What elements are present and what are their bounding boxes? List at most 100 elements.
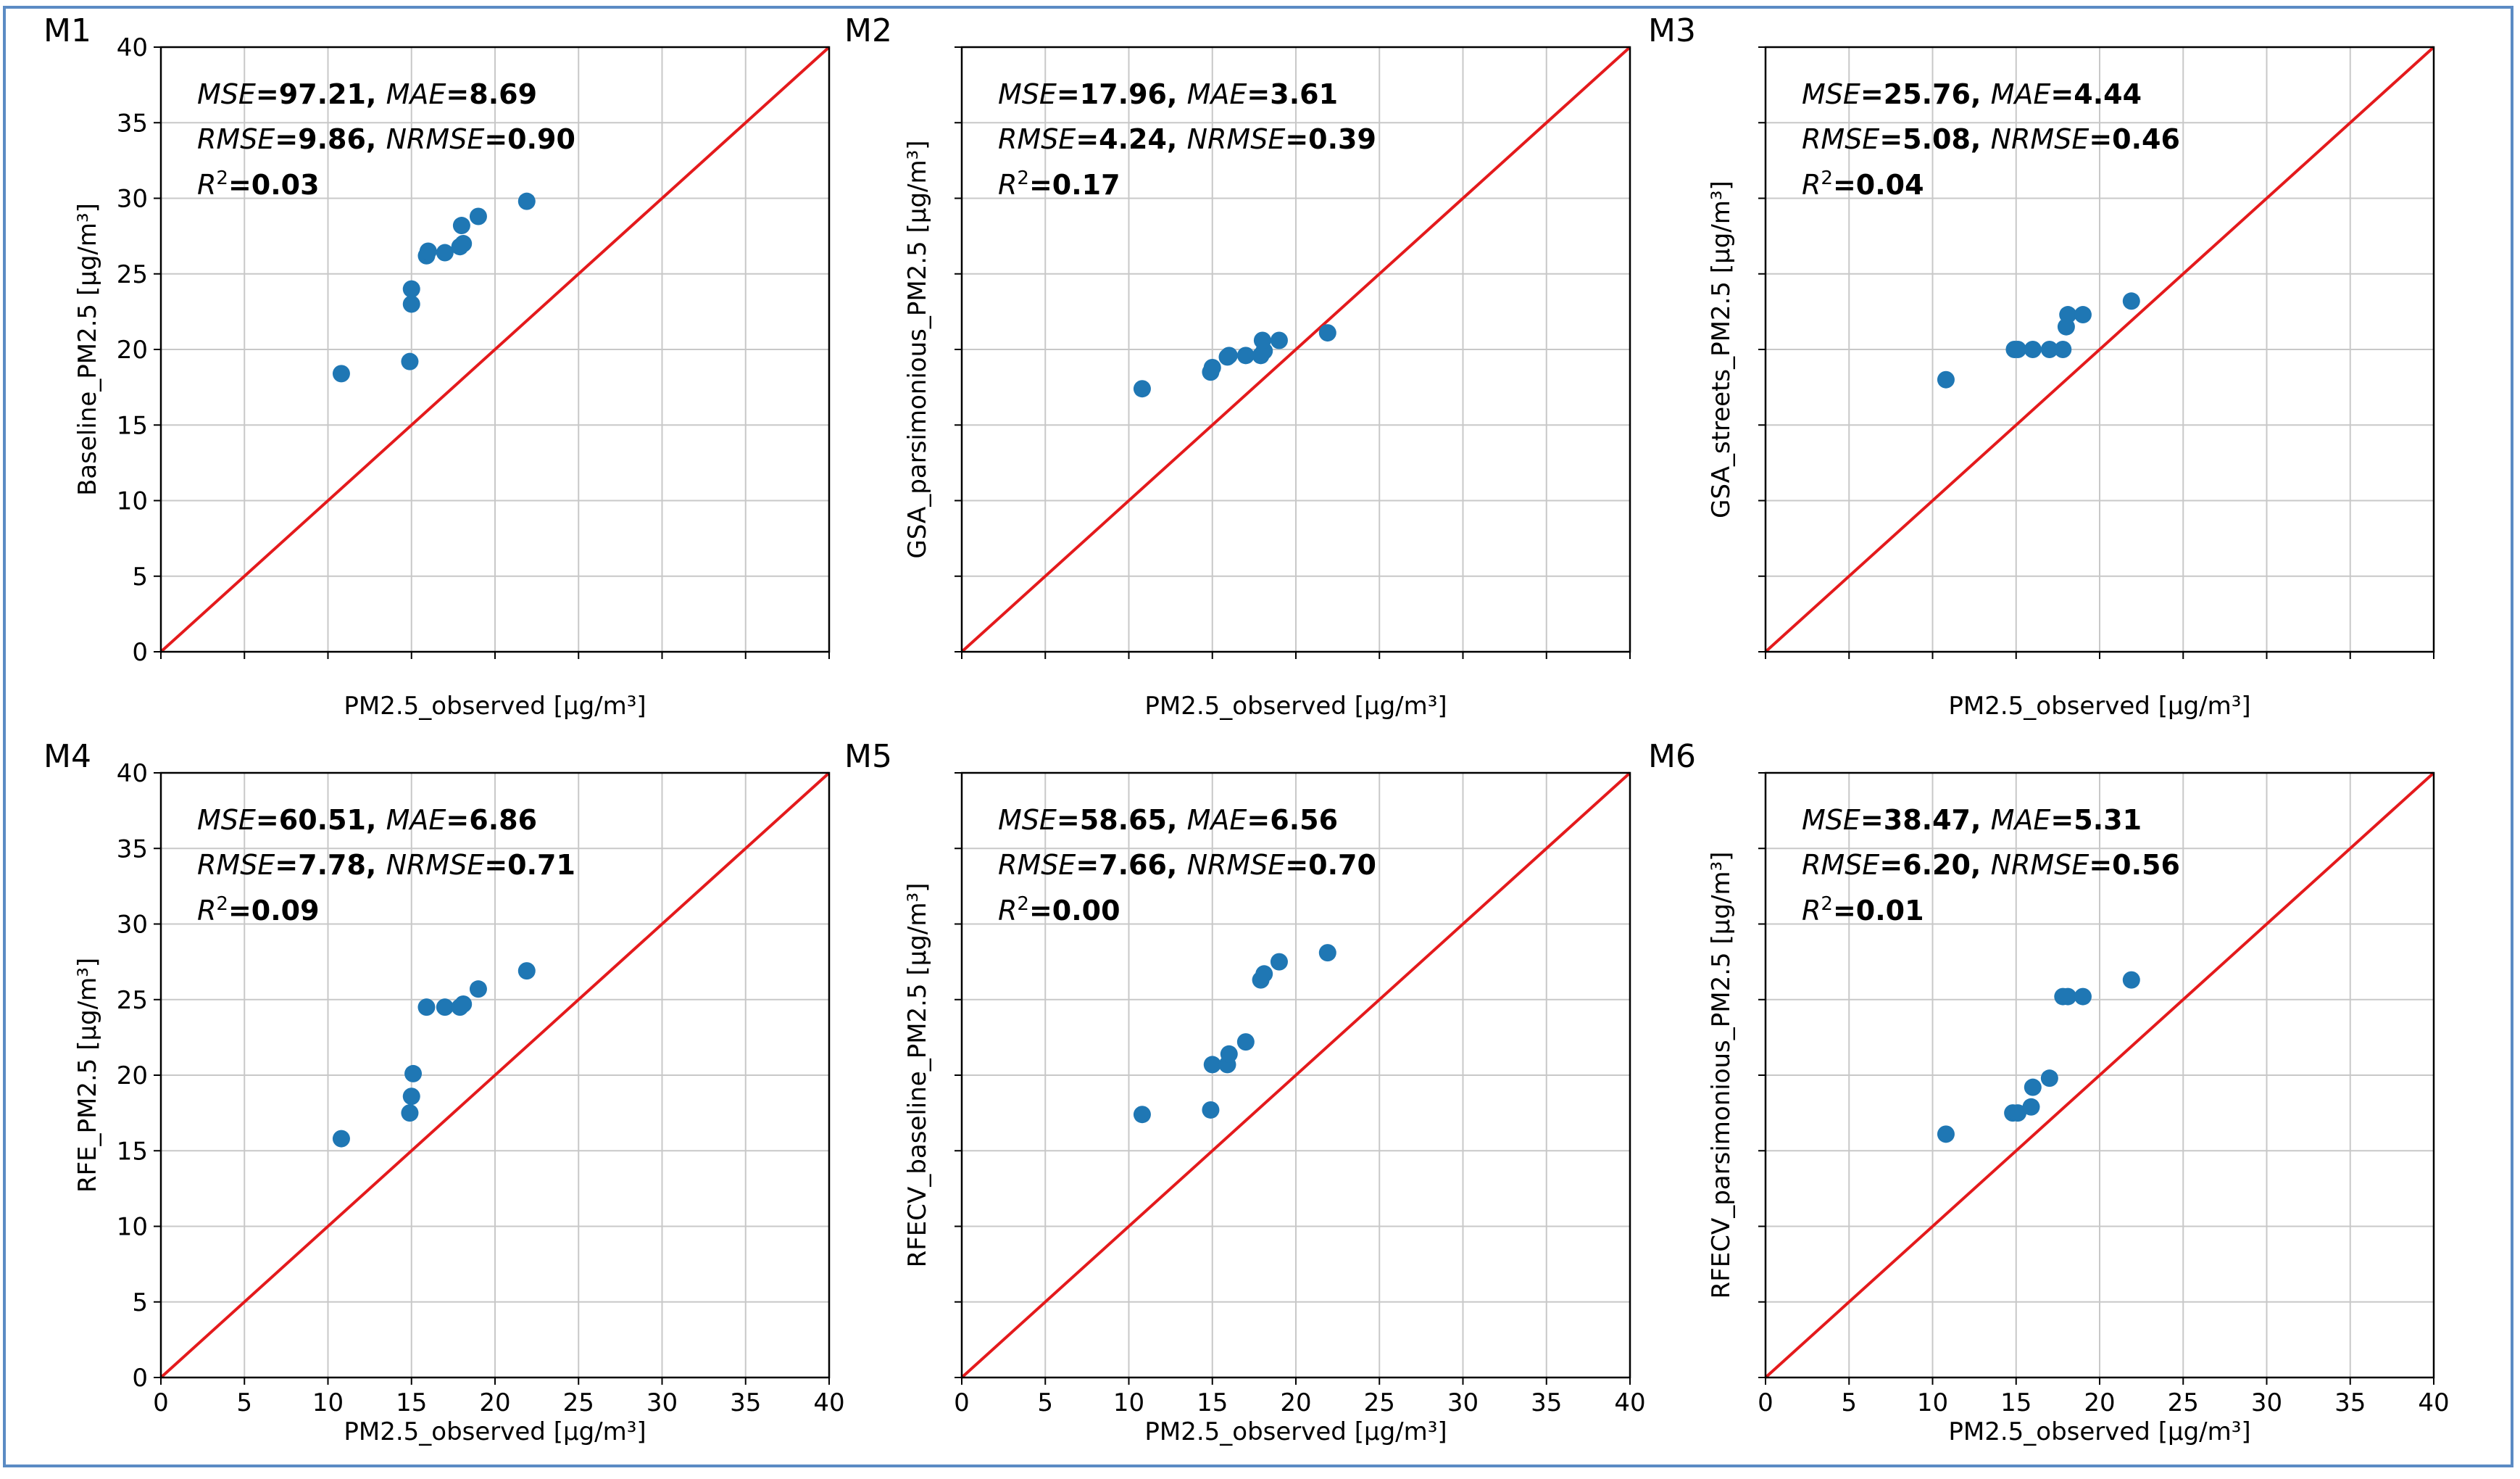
m4-data-point xyxy=(332,1130,350,1148)
m5-r2-superscript: 2 xyxy=(1017,893,1029,915)
m1-r2-name: R xyxy=(197,169,216,201)
m6-xtick-label: 0 xyxy=(1758,1388,1773,1417)
m1-data-point xyxy=(452,217,470,235)
m6-xtick-label: 10 xyxy=(1917,1388,1948,1417)
m5-identity-line xyxy=(960,771,1631,1379)
m6-data-point xyxy=(2022,1098,2040,1116)
m4-xtick-label: 35 xyxy=(730,1388,761,1417)
m2-rmse-value: =4.24, xyxy=(1076,123,1186,155)
m6-data-point xyxy=(2074,987,2092,1006)
m5-mse-name: MSE xyxy=(998,804,1057,836)
m2-x-axis-label: PM2.5_observed [µg/m³] xyxy=(1144,692,1447,721)
m1-panel-tag: M1 xyxy=(43,12,91,49)
m2-metric-line-1: MSE=17.96, MAE=3.61 xyxy=(998,78,1338,110)
m1-mse-value: =97.21, xyxy=(256,78,386,110)
m2-data-point xyxy=(1220,347,1238,365)
m4-data-point xyxy=(402,1088,420,1106)
m3-data-point xyxy=(2040,341,2058,358)
m4-mae-name: MAE xyxy=(386,804,446,836)
m1-metric-line-2: RMSE=9.86, NRMSE=0.90 xyxy=(197,123,575,155)
m4-xtick-label: 20 xyxy=(479,1388,510,1417)
m2-identity-line xyxy=(960,46,1631,653)
m4-ytick-label: 20 xyxy=(117,1061,148,1090)
m4-xtick-label: 5 xyxy=(236,1388,252,1417)
m1-nrmse-value: =0.90 xyxy=(484,123,575,155)
m6-mse-value: =38.47, xyxy=(1860,804,1991,836)
m4-xtick-label: 40 xyxy=(813,1388,844,1417)
m4-mae-value: =6.86 xyxy=(446,804,537,836)
m5-r2-value: =0.00 xyxy=(1029,895,1120,927)
m4-data-point xyxy=(401,1104,419,1122)
m6-xtick-label: 40 xyxy=(2418,1388,2449,1417)
m5-data-point xyxy=(1202,1101,1220,1119)
m2-mae-name: MAE xyxy=(1187,78,1247,110)
m1-ytick-label: 20 xyxy=(117,336,148,365)
m1-data-point xyxy=(402,280,420,298)
m3-data-point xyxy=(2074,306,2092,324)
m6-data-point xyxy=(2009,1104,2027,1122)
m3-data-point xyxy=(2059,306,2077,324)
m4-panel-tag: M4 xyxy=(43,738,91,775)
m1-data-point xyxy=(517,192,536,210)
m1-ytick-label: 10 xyxy=(117,487,148,516)
m1-mse-name: MSE xyxy=(197,78,256,110)
m6-mae-name: MAE xyxy=(1991,804,2051,836)
m2-data-point xyxy=(1318,324,1336,342)
m3-r2-value: =0.04 xyxy=(1833,169,1924,201)
m5-data-point xyxy=(1220,1045,1238,1063)
m4-xtick-label: 10 xyxy=(312,1388,344,1417)
m4-xtick-label: 25 xyxy=(563,1388,594,1417)
m3-metric-line-3: R2=0.04 xyxy=(1802,167,1924,201)
m5-metric-line-1: MSE=58.65, MAE=6.56 xyxy=(998,804,1338,836)
m4-data-point xyxy=(436,998,454,1016)
m2-data-point xyxy=(1133,380,1151,398)
m4-identity-line xyxy=(159,771,831,1379)
m6-xtick-label: 15 xyxy=(2000,1388,2032,1417)
m1-x-axis-label: PM2.5_observed [µg/m³] xyxy=(344,692,646,721)
m6-data-point xyxy=(2059,987,2077,1006)
m5-data-point xyxy=(1318,944,1336,962)
m3-rmse-value: =5.08, xyxy=(1879,123,1990,155)
m3-mae-value: =4.44 xyxy=(2050,78,2142,110)
m1-nrmse-name: NRMSE xyxy=(386,123,485,155)
m1-data-point xyxy=(436,244,454,262)
m5-metric-line-3: R2=0.00 xyxy=(998,893,1120,927)
m4-ytick-label: 30 xyxy=(117,911,148,940)
m2-data-point xyxy=(1203,359,1221,377)
m2-r2-superscript: 2 xyxy=(1017,167,1029,189)
m1-metric-line-1: MSE=97.21, MAE=8.69 xyxy=(197,78,537,110)
m5-nrmse-value: =0.70 xyxy=(1285,849,1376,881)
m5-xtick-label: 20 xyxy=(1280,1388,1311,1417)
m1-ytick-label: 15 xyxy=(117,411,148,440)
m1-ytick-label: 25 xyxy=(117,260,148,289)
m3-x-axis-label: PM2.5_observed [µg/m³] xyxy=(1948,692,2250,721)
m3-r2-name: R xyxy=(1802,169,1821,201)
m6-nrmse-name: NRMSE xyxy=(1991,849,2089,881)
m2-nrmse-name: NRMSE xyxy=(1187,123,1286,155)
m5-xtick-label: 0 xyxy=(954,1388,970,1417)
m4-mse-name: MSE xyxy=(197,804,256,836)
m5-data-point xyxy=(1203,1056,1221,1074)
m1-ytick-label: 40 xyxy=(117,33,148,62)
m4-data-point xyxy=(404,1064,423,1082)
m3-rmse-name: RMSE xyxy=(1802,123,1879,155)
m5-data-point xyxy=(1133,1106,1151,1124)
m4-data-point xyxy=(417,998,436,1016)
m3-panel-tag: M3 xyxy=(1648,12,1696,49)
m5-rmse-value: =7.66, xyxy=(1076,849,1186,881)
m4-rmse-name: RMSE xyxy=(197,849,275,881)
m3-mae-name: MAE xyxy=(1991,78,2051,110)
m6-rmse-name: RMSE xyxy=(1802,849,1879,881)
m2-data-point xyxy=(1253,331,1271,349)
m6-metric-line-3: R2=0.01 xyxy=(1802,893,1924,927)
m6-nrmse-value: =0.56 xyxy=(2089,849,2180,881)
m6-mae-value: =5.31 xyxy=(2050,804,2142,836)
m1-data-point xyxy=(454,235,473,253)
m4-r2-superscript: 2 xyxy=(216,893,228,915)
m4-rmse-value: =7.78, xyxy=(275,849,386,881)
m1-rmse-value: =9.86, xyxy=(275,123,386,155)
m4-mse-value: =60.51, xyxy=(256,804,386,836)
m6-rmse-value: =6.20, xyxy=(1879,849,1990,881)
m4-r2-value: =0.09 xyxy=(228,895,320,927)
m3-r2-superscript: 2 xyxy=(1821,167,1833,189)
